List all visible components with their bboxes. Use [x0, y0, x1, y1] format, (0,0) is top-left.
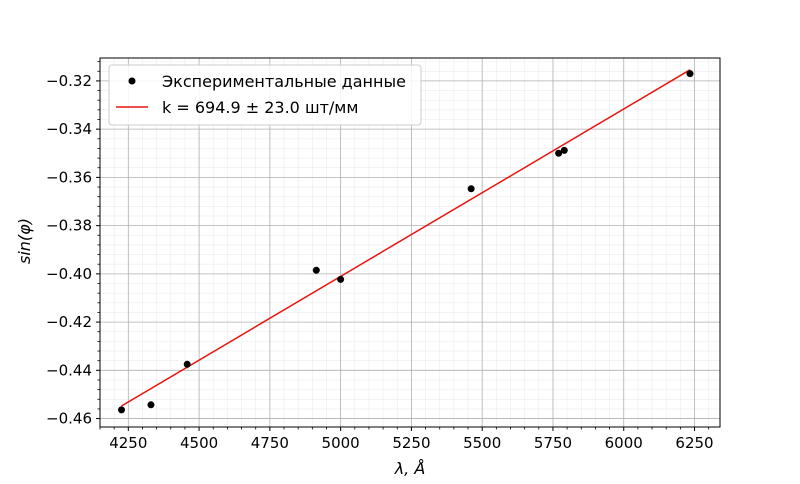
legend-label-line: k = 694.9 ± 23.0 шт/мм [162, 98, 358, 117]
legend-entry-points: Экспериментальные данные [128, 72, 406, 91]
data-point [147, 401, 155, 409]
legend-label-points: Экспериментальные данные [162, 72, 406, 91]
legend: Экспериментальные данные k = 694.9 ± 23.… [108, 64, 422, 126]
y-tick-label: −0.38 [46, 217, 92, 235]
legend-box [108, 64, 422, 126]
x-tick-label: 6250 [675, 434, 713, 452]
data-point [686, 70, 694, 78]
data-point [312, 266, 320, 274]
plot-frame [99, 57, 721, 428]
y-tick-label: −0.36 [46, 168, 92, 186]
x-tick-label: 4250 [109, 434, 147, 452]
y-axis-label: sin(φ) [15, 218, 34, 264]
y-tick-label: −0.42 [46, 313, 92, 331]
x-axis: 4250 4500 4750 5000 5250 5500 5750 6000 6250 [99, 427, 714, 452]
y-tick-label: −0.32 [46, 72, 92, 90]
fit-line [121, 69, 691, 407]
legend-entry-line: k = 694.9 ± 23.0 шт/мм [116, 98, 358, 117]
y-tick-label: −0.34 [46, 120, 92, 138]
data-point [337, 275, 345, 283]
y-tick-label: −0.40 [46, 265, 92, 283]
y-tick-label: −0.44 [46, 361, 92, 379]
x-axis-label: λ, Å [394, 459, 426, 478]
legend-marker-points [128, 77, 136, 85]
x-tick-label: 5500 [463, 434, 501, 452]
x-tick-label: 6000 [605, 434, 643, 452]
data-point [560, 146, 568, 154]
x-tick-label: 4750 [251, 434, 289, 452]
data-point [118, 406, 126, 414]
y-tick-label: −0.46 [46, 410, 92, 428]
x-tick-label: 5750 [534, 434, 572, 452]
x-tick-label: 4500 [180, 434, 218, 452]
data-point [555, 149, 563, 157]
y-axis: −0.46 −0.44 −0.42 −0.40 −0.38 −0.36 −0.34 −0.32 [46, 61, 100, 428]
series-layer [118, 69, 694, 414]
x-tick-label: 5000 [322, 434, 360, 452]
x-tick-label: 5250 [392, 434, 430, 452]
data-point [467, 185, 475, 193]
data-point [183, 360, 191, 368]
